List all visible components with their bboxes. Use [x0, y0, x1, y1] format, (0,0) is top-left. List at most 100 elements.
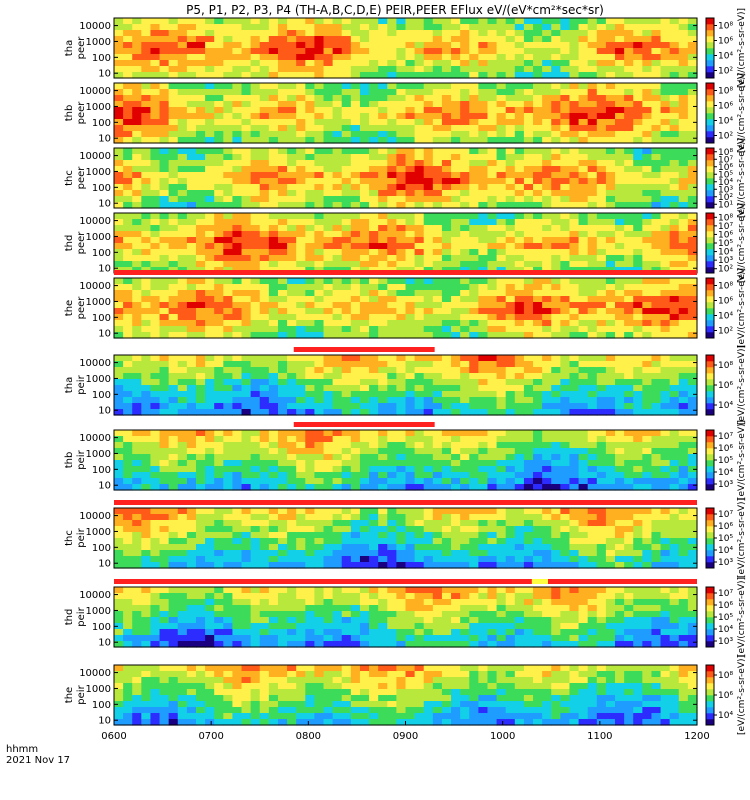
colorbar-tick-label: 10⁴: [718, 117, 733, 127]
colorbar: 10⁴ 10⁶ 10⁸ [eV/(cm²-s-sr-eV)]: [705, 655, 747, 735]
y-tick-label: 10000: [79, 216, 111, 227]
y-tick-label: 10: [98, 69, 111, 80]
panel-label-probe: tha: [64, 40, 75, 56]
y-tick-label: 10: [98, 716, 111, 727]
colorbar-tick-label: 10⁶: [718, 381, 733, 391]
status-bar-segment: [507, 579, 532, 584]
colorbar-tick-label: 10⁶: [718, 444, 733, 454]
x-tick-label: 0900: [393, 731, 418, 742]
colorbar-tick-label: 10⁴: [718, 312, 733, 322]
spectrogram-cells: [114, 83, 698, 144]
date-label: 2021 Nov 17: [6, 755, 70, 766]
panel-thd-peir: 10 100 1000 10000 thd peir 10³ 10⁴ 10⁵ 10⁶ 10⁷ [eV/…: [64, 577, 747, 657]
x-tick-label: 1100: [587, 731, 612, 742]
y-tick-label: 100: [92, 622, 111, 633]
y-tick-label: 10000: [79, 433, 111, 444]
panel-label-probe: tha: [64, 377, 75, 393]
y-tick-label: 1000: [86, 37, 111, 48]
panel-label-product: peir: [76, 374, 87, 394]
panel-label-product: peer: [76, 36, 87, 60]
colorbar-unit-label: [eV/(cm²-s-sr-eV)]: [737, 577, 747, 657]
y-tick-label: 10000: [79, 511, 111, 522]
panel-label-product: peir: [76, 684, 87, 704]
y-tick-label: 100: [92, 53, 111, 64]
panel-label-product: peer: [76, 231, 87, 255]
y-tick-label: 10000: [79, 21, 111, 32]
panel-frame: [113, 147, 698, 209]
colorbar-tick-label: 10⁴: [718, 52, 733, 62]
y-tick-label: 1000: [86, 297, 111, 308]
status-bar-segment: [293, 422, 435, 427]
y-tick-label: 10: [98, 638, 111, 649]
spectrogram-cells: [114, 508, 698, 569]
y-tick-label: 10: [98, 329, 111, 340]
spectrogram-cells: [114, 430, 698, 491]
y-tick-label: 1000: [86, 449, 111, 460]
panel-label-probe: the: [64, 300, 75, 316]
y-tick-label: 10: [98, 199, 111, 210]
colorbar-tick-label: 10⁸: [718, 282, 733, 292]
y-tick-label: 10000: [79, 668, 111, 679]
panel-label-product: peir: [76, 449, 87, 469]
y-tick-label: 1000: [86, 527, 111, 538]
panel-label-product: peir: [76, 527, 87, 547]
y-tick-label: 1000: [86, 167, 111, 178]
colorbar-tick-label: 10⁸: [718, 148, 733, 158]
colorbar-tick-label: 10⁷: [718, 155, 733, 165]
y-tick-label: 1000: [86, 374, 111, 385]
colorbar-tick-label: 10⁵: [718, 456, 733, 466]
y-tick-label: 100: [92, 118, 111, 129]
y-tick-label: 10: [98, 406, 111, 417]
panel-thc-peir: 10 100 1000 10000 thc peir 10³ 10⁴ 10⁵ 10⁶ 10⁷ [eV/…: [64, 498, 747, 578]
spectrogram-cells: [114, 148, 698, 209]
y-tick-label: 10: [98, 134, 111, 145]
spectrogram-cells: [114, 18, 698, 79]
y-tick-label: 10000: [79, 281, 111, 292]
panel-frame: [113, 17, 698, 79]
status-bar-segment: [114, 270, 697, 275]
colorbar: 10³ 10⁴ 10⁵ 10⁶ 10⁷ [eV/(cm²-s-sr-eV)]: [705, 420, 747, 500]
colorbar-tick-label: 10⁶: [718, 522, 733, 532]
panel-label-probe: the: [64, 687, 75, 703]
colorbar-tick-label: 10²: [718, 265, 733, 275]
spectrogram-cells: [114, 213, 698, 274]
colorbar-tick-label: 10³: [718, 558, 733, 568]
colorbar-unit-label: [eV/(cm²-s-sr-eV)]: [737, 268, 747, 348]
y-tick-label: 1000: [86, 102, 111, 113]
colorbar: 10² 10⁴ 10⁶ 10⁸ [eV/(cm²-s-sr-eV)]: [705, 268, 747, 348]
colorbar: 10³ 10⁴ 10⁵ 10⁶ 10⁷ [eV/(cm²-s-sr-eV)]: [705, 577, 747, 657]
colorbar-tick-label: 10⁶: [718, 691, 733, 701]
panel-frame: [113, 277, 698, 339]
colorbar-tick-label: 10⁷: [718, 510, 733, 520]
panel-frame: [113, 354, 698, 416]
colorbar-unit-label: [eV/(cm²-s-sr-eV)]: [737, 138, 747, 218]
panel-tha-peer: 10 100 1000 10000 tha peer 10² 10⁴ 10⁶ 10⁸ [eV/(cm…: [64, 8, 747, 88]
panel-frame: [113, 507, 698, 569]
panel-the-peer: 10 100 1000 10000 the peer 10² 10⁴ 10⁶ 10⁸ [eV/(cm…: [64, 268, 747, 348]
x-tick-label: 0800: [296, 731, 321, 742]
y-tick-label: 100: [92, 543, 111, 554]
colorbar-tick-label: 10⁸: [718, 213, 733, 223]
colorbar-tick-label: 10¹: [718, 200, 733, 210]
colorbar-tick-label: 10⁶: [718, 163, 733, 173]
colorbar-tick-label: 10⁶: [718, 601, 733, 611]
panel-frame: [113, 429, 698, 491]
x-tick-label: 1000: [490, 731, 515, 742]
colorbar: 10⁴ 10⁶ 10⁸ [eV/(cm²-s-sr-eV)]: [705, 345, 747, 425]
panel-label-probe: thb: [64, 452, 75, 469]
panel-label-product: peer: [76, 166, 87, 190]
colorbar-tick-label: 10⁴: [718, 178, 733, 188]
y-tick-label: 10000: [79, 86, 111, 97]
y-tick-label: 1000: [86, 606, 111, 617]
time-label: hhmm: [6, 744, 38, 755]
colorbar: 10² 10⁴ 10⁶ 10⁸ [eV/(cm²-s-sr-eV)]: [705, 73, 747, 153]
colorbar-unit-label: [eV/(cm²-s-sr-eV)]: [737, 203, 747, 283]
y-tick-label: 100: [92, 248, 111, 259]
colorbar-tick-label: 10⁴: [718, 546, 733, 556]
colorbar-tick-label: 10⁴: [718, 625, 733, 635]
colorbar-tick-label: 10⁴: [718, 401, 733, 411]
status-bar-segment: [548, 579, 697, 584]
